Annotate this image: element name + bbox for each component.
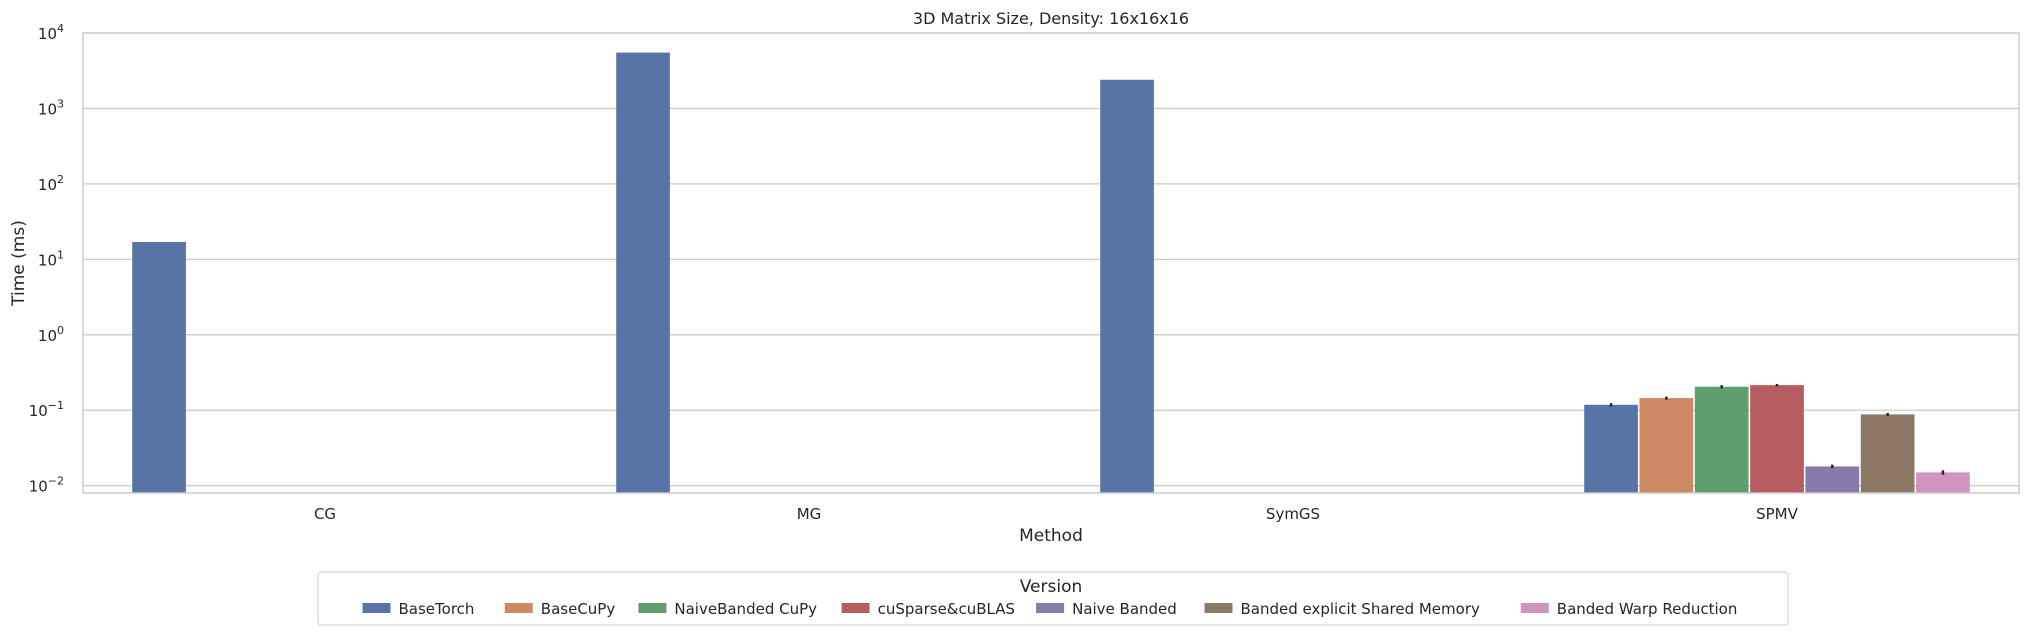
y-tick-label: 10−1 bbox=[29, 399, 64, 420]
chart-title: 3D Matrix Size, Density: 16x16x16 bbox=[913, 9, 1189, 28]
y-axis-label: Time (ms) bbox=[9, 220, 29, 307]
legend-title: Version bbox=[1020, 577, 1083, 597]
legend-swatch bbox=[1036, 603, 1065, 613]
y-tick-label: 10−2 bbox=[29, 475, 64, 496]
y-tick-label: 101 bbox=[38, 248, 64, 269]
y-tick-base: 10 bbox=[38, 327, 57, 345]
y-tick-exponent: 3 bbox=[57, 97, 64, 110]
legend-swatch bbox=[1204, 603, 1233, 613]
bars bbox=[132, 52, 1970, 494]
y-tick-label: 104 bbox=[38, 22, 64, 43]
y-tick-label: 102 bbox=[38, 173, 64, 194]
plot-frame bbox=[82, 32, 2020, 494]
bar bbox=[616, 52, 670, 493]
y-tick-base: 10 bbox=[38, 176, 57, 194]
error-bars bbox=[1609, 383, 1945, 475]
x-tick-labels: CG MG SymGS SPMV bbox=[314, 505, 1799, 523]
bar bbox=[1916, 472, 1970, 493]
bar bbox=[1639, 398, 1694, 493]
x-axis-label: Method bbox=[1019, 526, 1083, 546]
legend-box bbox=[317, 571, 1789, 626]
y-tick-exponent: 2 bbox=[57, 173, 64, 186]
legend-label: Banded Warp Reduction bbox=[1557, 600, 1738, 618]
bar bbox=[1100, 79, 1154, 494]
bar bbox=[1750, 385, 1804, 493]
bar bbox=[1584, 404, 1638, 493]
legend-label: cuSparse&cuBLAS bbox=[878, 600, 1015, 618]
legend-label: NaiveBanded CuPy bbox=[674, 600, 817, 618]
legend-label: BaseTorch bbox=[399, 600, 475, 618]
x-tick-label: MG bbox=[797, 505, 822, 523]
legend-label: Banded explicit Shared Memory bbox=[1241, 600, 1480, 618]
y-tick-label: 100 bbox=[38, 324, 64, 345]
y-tick-base: 10 bbox=[29, 402, 48, 420]
legend-swatch bbox=[1520, 603, 1549, 613]
y-tick-base: 10 bbox=[29, 478, 48, 496]
legend-label: Naive Banded bbox=[1072, 600, 1177, 618]
x-tick-label: SPMV bbox=[1756, 505, 1799, 523]
y-tick-exponent: 1 bbox=[57, 248, 64, 261]
y-tick-exponent: −1 bbox=[48, 399, 64, 412]
bar bbox=[1805, 466, 1860, 493]
bar bbox=[1694, 386, 1749, 493]
legend-label: BaseCuPy bbox=[541, 600, 616, 618]
y-tick-base: 10 bbox=[38, 100, 57, 118]
legend-swatch bbox=[504, 603, 533, 613]
y-tick-exponent: 0 bbox=[57, 324, 64, 337]
legend: Version BaseTorch BaseCuPy NaiveBanded CuP… bbox=[317, 571, 1789, 626]
bar bbox=[1860, 414, 1915, 493]
y-tick-exponent: 4 bbox=[57, 22, 64, 35]
legend-swatch bbox=[362, 603, 391, 613]
bar bbox=[132, 241, 186, 493]
y-tick-base: 10 bbox=[38, 25, 57, 43]
y-tick-exponent: −2 bbox=[48, 475, 64, 488]
x-tick-label: SymGS bbox=[1266, 505, 1320, 523]
legend-swatch bbox=[638, 603, 667, 613]
y-tick-label: 103 bbox=[38, 97, 64, 118]
y-tick-base: 10 bbox=[38, 251, 57, 269]
x-tick-label: CG bbox=[314, 505, 336, 523]
legend-swatch bbox=[841, 603, 870, 613]
